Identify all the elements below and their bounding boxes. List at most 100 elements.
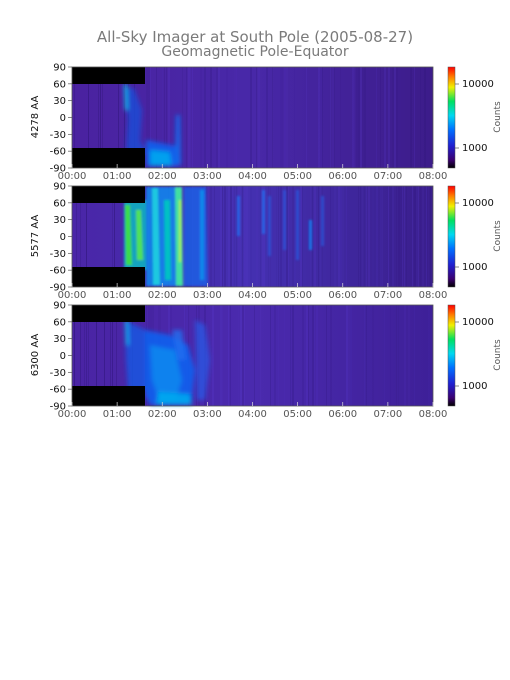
streak [210,67,212,168]
streak [156,67,157,168]
x-tick-label: 05:00 [283,290,312,301]
colorbar-tick-label-high: 10000 [462,317,494,328]
streak [146,67,148,168]
x-tick-label: 07:00 [373,290,402,301]
x-tick-label: 01:00 [103,409,132,420]
x-tick-label: 00:00 [58,171,87,182]
colorbar-label: Counts [493,220,503,252]
panel-6300: 00:00 01:00 02:00 03:00 04:00 05:00 06:00 07:00… [30,301,503,421]
streak [308,305,309,406]
streak [214,186,215,287]
streak [364,67,366,168]
y-tick-label: 60 [53,79,66,90]
streak [284,305,285,406]
x-tick-label: 00:00 [58,409,87,420]
streak [242,305,244,406]
x-tick-label: 06:00 [328,171,357,182]
x-tick-labels: 00:00 01:00 02:00 03:00 04:00 05:00 06:00 07:00… [58,402,447,420]
streak [224,186,226,287]
y-tick-labels: 90 60 30 0 -30 -60 -90 [50,63,72,175]
streak [260,305,261,406]
streak [98,84,99,148]
streak [270,305,271,406]
streak [412,186,413,287]
streak [230,305,231,406]
colorbar-tick-label-high: 10000 [462,198,494,209]
streak [340,186,342,287]
streak [244,305,245,406]
x-tick-label: 04:00 [238,171,267,182]
streak [404,186,405,287]
no-data-mask-top [72,186,145,203]
y-tick-label: -60 [50,385,66,396]
streak [110,322,111,386]
streak [240,305,242,406]
colorbar: 10000 1000 Counts [447,304,503,407]
streak [396,67,398,168]
no-data-mask-bottom [72,386,145,406]
no-data-mask-top [72,67,145,84]
streak [318,186,319,287]
streak [420,67,421,168]
streak [380,186,382,287]
y-tick-label: -30 [50,130,66,141]
y-tick-label: 0 [60,232,66,243]
colorbar-tick-label-low: 1000 [462,381,487,392]
y-tick-label: 90 [53,63,66,74]
panel-4278: 00:00 01:00 02:00 03:00 04:00 05:00 06:00 07:00… [30,63,503,183]
streak [166,67,167,168]
x-tick-label: 06:00 [328,290,357,301]
y-tick-label: -30 [50,249,66,260]
streak [360,186,361,287]
streak [406,186,407,287]
panel-5577: 00:00 01:00 02:00 03:00 04:00 05:00 06:00 07:00… [30,182,503,302]
streak [162,67,163,168]
streak [346,186,347,287]
streak [104,322,105,386]
streak [242,186,243,287]
streak [226,67,228,168]
no-data-mask-bottom [72,148,145,168]
streak [326,305,327,406]
streak [250,186,252,287]
streak [262,186,264,287]
streak [346,305,348,406]
streak [192,67,193,168]
streak [286,67,288,168]
streak [390,186,392,287]
colorbar-label: Counts [493,339,503,371]
streak [372,186,374,287]
streak [426,186,427,287]
no-data-mask-bottom [72,267,145,287]
y-tick-label: -90 [50,283,66,294]
x-tick-label: 00:00 [58,290,87,301]
streak [280,186,282,287]
streak [396,305,397,406]
streak [216,67,218,168]
chart-title: All-Sky Imager at South Pole (2005-08-27… [97,28,413,46]
streak [88,322,89,386]
streak [266,67,268,168]
streak [356,67,358,168]
x-tick-label: 06:00 [328,409,357,420]
streak [312,186,313,287]
streak [274,305,276,406]
streak [294,186,296,287]
x-tick-labels: 00:00 01:00 02:00 03:00 04:00 05:00 06:00 07:00… [58,164,447,182]
streak [280,67,282,168]
heatmap-plot-area [71,185,434,288]
streak [376,67,377,168]
streak [230,186,232,287]
y-tick-label: 30 [53,334,66,345]
streak [400,186,402,287]
streak [236,67,237,168]
streak [260,186,261,287]
x-tick-label: 03:00 [193,171,222,182]
streak [278,305,279,406]
streak [84,322,85,386]
streak [414,186,416,287]
x-tick-label: 01:00 [103,171,132,182]
streak [392,67,394,168]
colorbar-label: Counts [493,101,503,133]
streak [294,67,295,168]
